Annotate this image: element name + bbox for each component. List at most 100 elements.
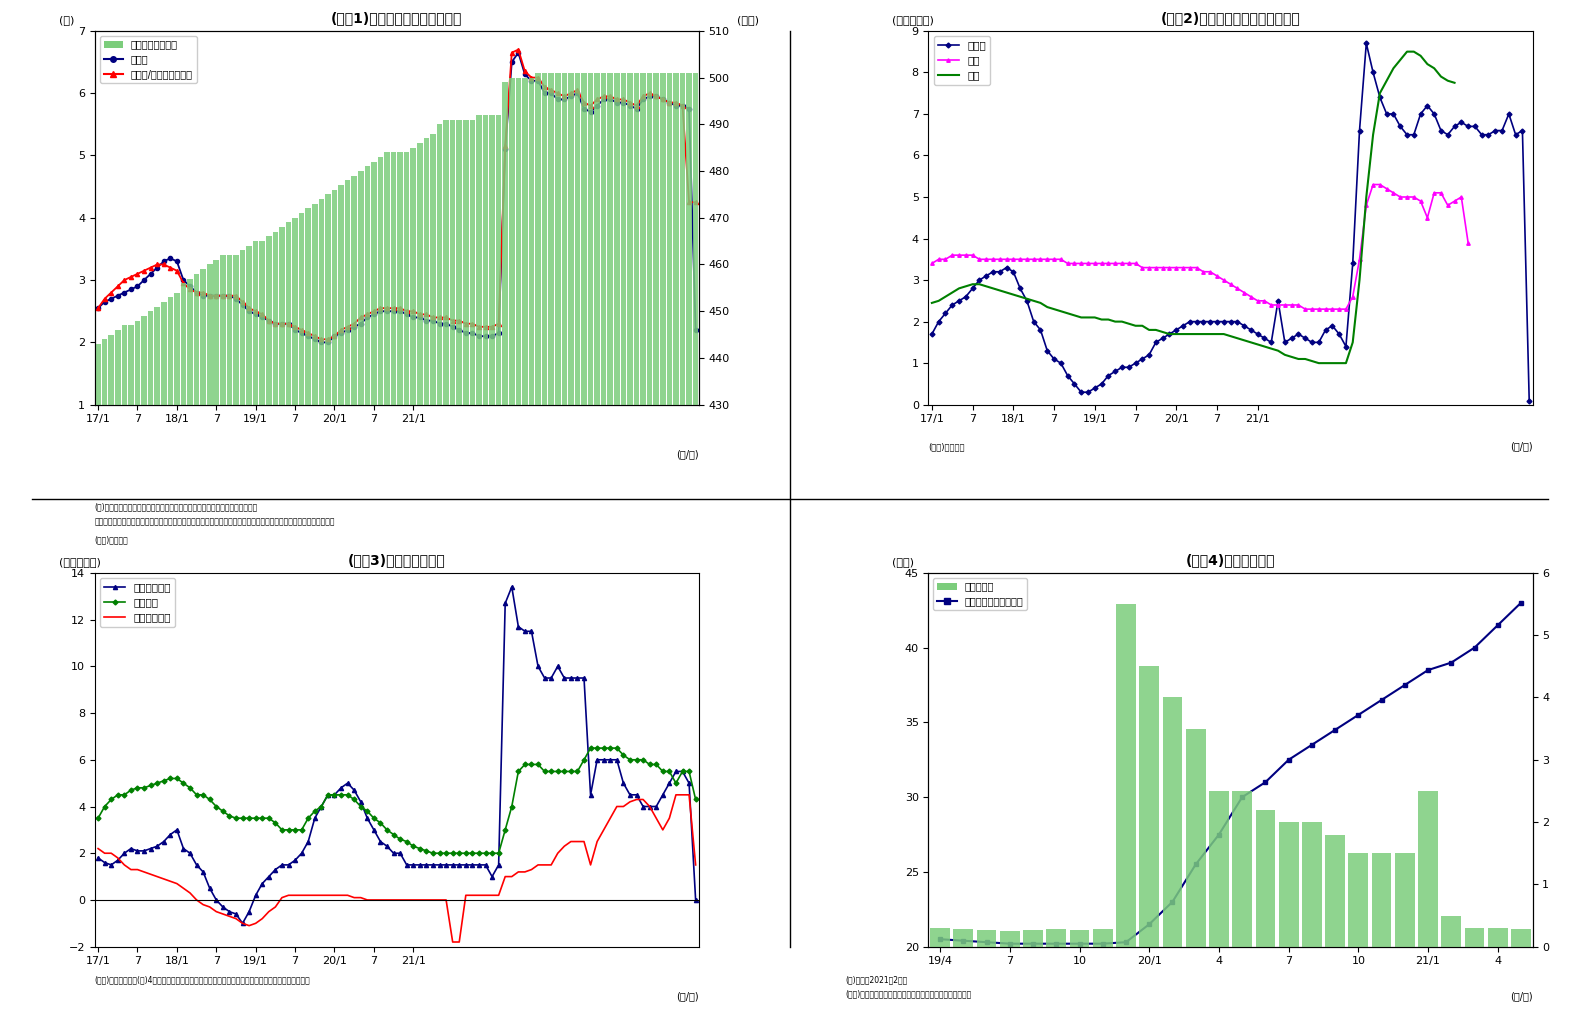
Bar [226,255,232,1029]
Bar [338,185,344,1029]
中小企業 [536,766,555,778]
Bar [1348,853,1368,947]
Bar [640,73,646,1029]
信金 [1296,353,1315,365]
Bar [694,73,698,1029]
中小企業 [561,766,580,778]
Bar [436,125,442,1029]
Line: 信金: 信金 [932,51,1455,363]
Bar [1302,822,1322,947]
大・中堅企業 [600,753,619,766]
大・中堅企業 [575,672,594,684]
Bar [186,279,193,1029]
Bar [1419,791,1438,947]
信金 [923,296,942,309]
地方公共団体 [450,935,469,948]
都銀等 [1357,37,1376,49]
Bar [207,264,212,1029]
Bar [627,73,632,1029]
Bar [1441,916,1462,947]
都銀等 [1044,353,1063,365]
Bar [476,115,482,1029]
中小企業 [581,742,600,754]
Bar [1046,929,1066,947]
Bar [1256,810,1275,947]
Bar [660,73,665,1029]
Text: (兆円): (兆円) [738,15,760,26]
Bar [311,204,318,1029]
中小企業 [450,847,469,859]
都銀等 [1458,120,1477,133]
地銀 [1411,194,1430,207]
Bar [397,152,403,1029]
Legend: 大・中堅企業, 中小企業, 地方公共団体: 大・中堅企業, 中小企業, 地方公共団体 [100,578,175,627]
信金 [1398,45,1417,58]
Bar [1187,729,1206,947]
都銀等 [983,265,1002,278]
大・中堅企業 [234,917,253,929]
Bar [1093,929,1112,947]
Bar [234,255,239,1029]
Bar [359,171,363,1029]
Bar [174,292,180,1029]
都銀等 [997,261,1016,274]
Bar [667,73,672,1029]
Bar [161,301,166,1029]
Bar [213,260,220,1029]
Text: (年/月): (年/月) [676,991,698,1001]
Bar [259,241,265,1029]
地方公共団体 [667,788,686,801]
Bar [365,167,370,1029]
Bar [325,194,330,1029]
信金 [1446,76,1465,88]
Bar [253,241,259,1029]
地方公共団体 [561,836,580,848]
信金 [1092,314,1111,326]
Bar [351,176,357,1029]
Bar [588,73,594,1029]
Bar [1024,930,1043,947]
Bar [286,222,291,1029]
Bar [134,321,141,1029]
Bar [536,73,540,1029]
Bar [194,274,199,1029]
地銀 [923,257,942,270]
大・中堅企業 [686,894,705,907]
Bar [292,218,299,1029]
Line: 大・中堅企業: 大・中堅企業 [96,584,698,925]
地銀 [1296,303,1315,315]
Bar [101,340,107,1029]
Bar [319,199,324,1029]
地銀 [1458,237,1477,249]
Bar [220,255,226,1029]
Bar [1232,791,1251,947]
Bar [1000,931,1019,947]
Title: (図表2)　業態別の貸出残高増減率: (図表2) 業態別の貸出残高増減率 [1161,11,1300,26]
Bar [273,232,278,1029]
Bar [594,73,600,1029]
中小企業 [686,793,705,806]
Text: (資料)日本銀行　　(注)4月分まで（末残ベース）、大・中堅企業は「法人」－「中小企業」にて算出: (資料)日本銀行 (注)4月分まで（末残ベース）、大・中堅企業は「法人」－「中小… [95,975,311,985]
Bar [95,344,101,1029]
Bar [1510,929,1531,947]
地銀 [1248,294,1267,307]
Bar [344,180,351,1029]
地方公共団体 [567,836,586,848]
Text: (注)特殊要因調整後は、為替変動・債権償却・流動化等の影響を考慮したもの: (注)特殊要因調整後は、為替変動・債権償却・流動化等の影響を考慮したもの [95,502,258,511]
Bar [615,73,619,1029]
Bar [201,270,205,1029]
Bar [621,73,626,1029]
Bar [149,311,153,1029]
Bar [976,930,997,947]
Bar [180,283,186,1029]
Bar [686,73,692,1029]
大・中堅企業 [542,672,561,684]
地方公共団体 [444,935,463,948]
Bar [390,152,397,1029]
Bar [155,307,160,1029]
Bar [600,73,607,1029]
信金 [1187,328,1206,341]
地銀 [1160,261,1179,274]
信金 [1011,290,1030,303]
Text: (前年比、％): (前年比、％) [58,558,101,567]
